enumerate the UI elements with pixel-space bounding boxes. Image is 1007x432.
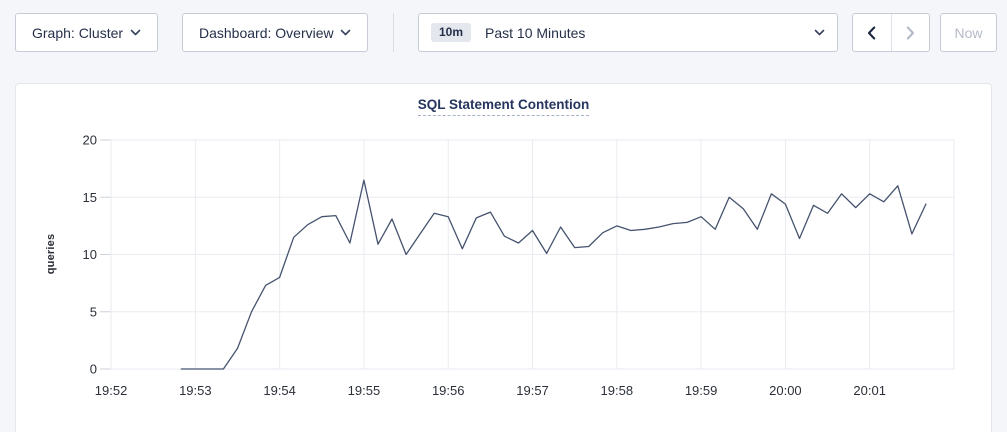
y-tick-label: 0 [90, 362, 97, 377]
y-tick-label: 5 [90, 304, 97, 319]
next-range-button[interactable] [892, 14, 930, 51]
chevron-down-icon [130, 29, 141, 36]
chevron-down-icon [340, 29, 351, 36]
x-tick-label: 19:53 [179, 383, 212, 398]
x-tick-label: 19:58 [601, 383, 634, 398]
now-button[interactable]: Now [940, 13, 997, 52]
topbar-divider [393, 13, 394, 52]
y-tick-label: 10 [83, 247, 97, 262]
x-tick-label: 19:59 [685, 383, 718, 398]
x-tick-label: 19:52 [95, 383, 128, 398]
chevron-down-icon [814, 29, 825, 36]
time-range-label: Past 10 Minutes [485, 24, 586, 41]
line-chart: 0 5 10 15 20 19:52 19:53 19:54 19:55 19:56 19:57 19… [83, 133, 955, 398]
x-tick-label: 19:56 [432, 383, 465, 398]
x-tick-label: 19:55 [348, 383, 381, 398]
chart-title[interactable]: SQL Statement Contention [417, 97, 590, 116]
prev-range-button[interactable] [853, 14, 892, 51]
y-tick-label: 15 [83, 190, 97, 205]
x-tick-label: 20:00 [769, 383, 802, 398]
chevron-right-icon [906, 25, 914, 40]
y-tick-label: 20 [83, 133, 97, 148]
graph-dropdown[interactable]: Graph: Cluster [15, 13, 158, 52]
series-line [180, 179, 927, 370]
time-range-badge: 10m [431, 23, 472, 42]
chart-card: SQL Statement Contention queries 0 5 10 15 2… [15, 83, 992, 432]
chart-title-row: SQL Statement Contention [16, 96, 991, 118]
time-range-dropdown[interactable]: 10m Past 10 Minutes [418, 13, 838, 52]
x-tick-label: 20:01 [853, 383, 886, 398]
dashboard-dropdown-label: Dashboard: Overview [199, 24, 334, 41]
chevron-left-icon [868, 25, 876, 40]
graph-dropdown-label: Graph: Cluster [32, 24, 124, 41]
time-nav-group [852, 13, 930, 52]
dashboard-dropdown[interactable]: Dashboard: Overview [182, 13, 368, 52]
x-tick-label: 19:54 [263, 383, 296, 398]
x-tick-label: 19:57 [516, 383, 549, 398]
